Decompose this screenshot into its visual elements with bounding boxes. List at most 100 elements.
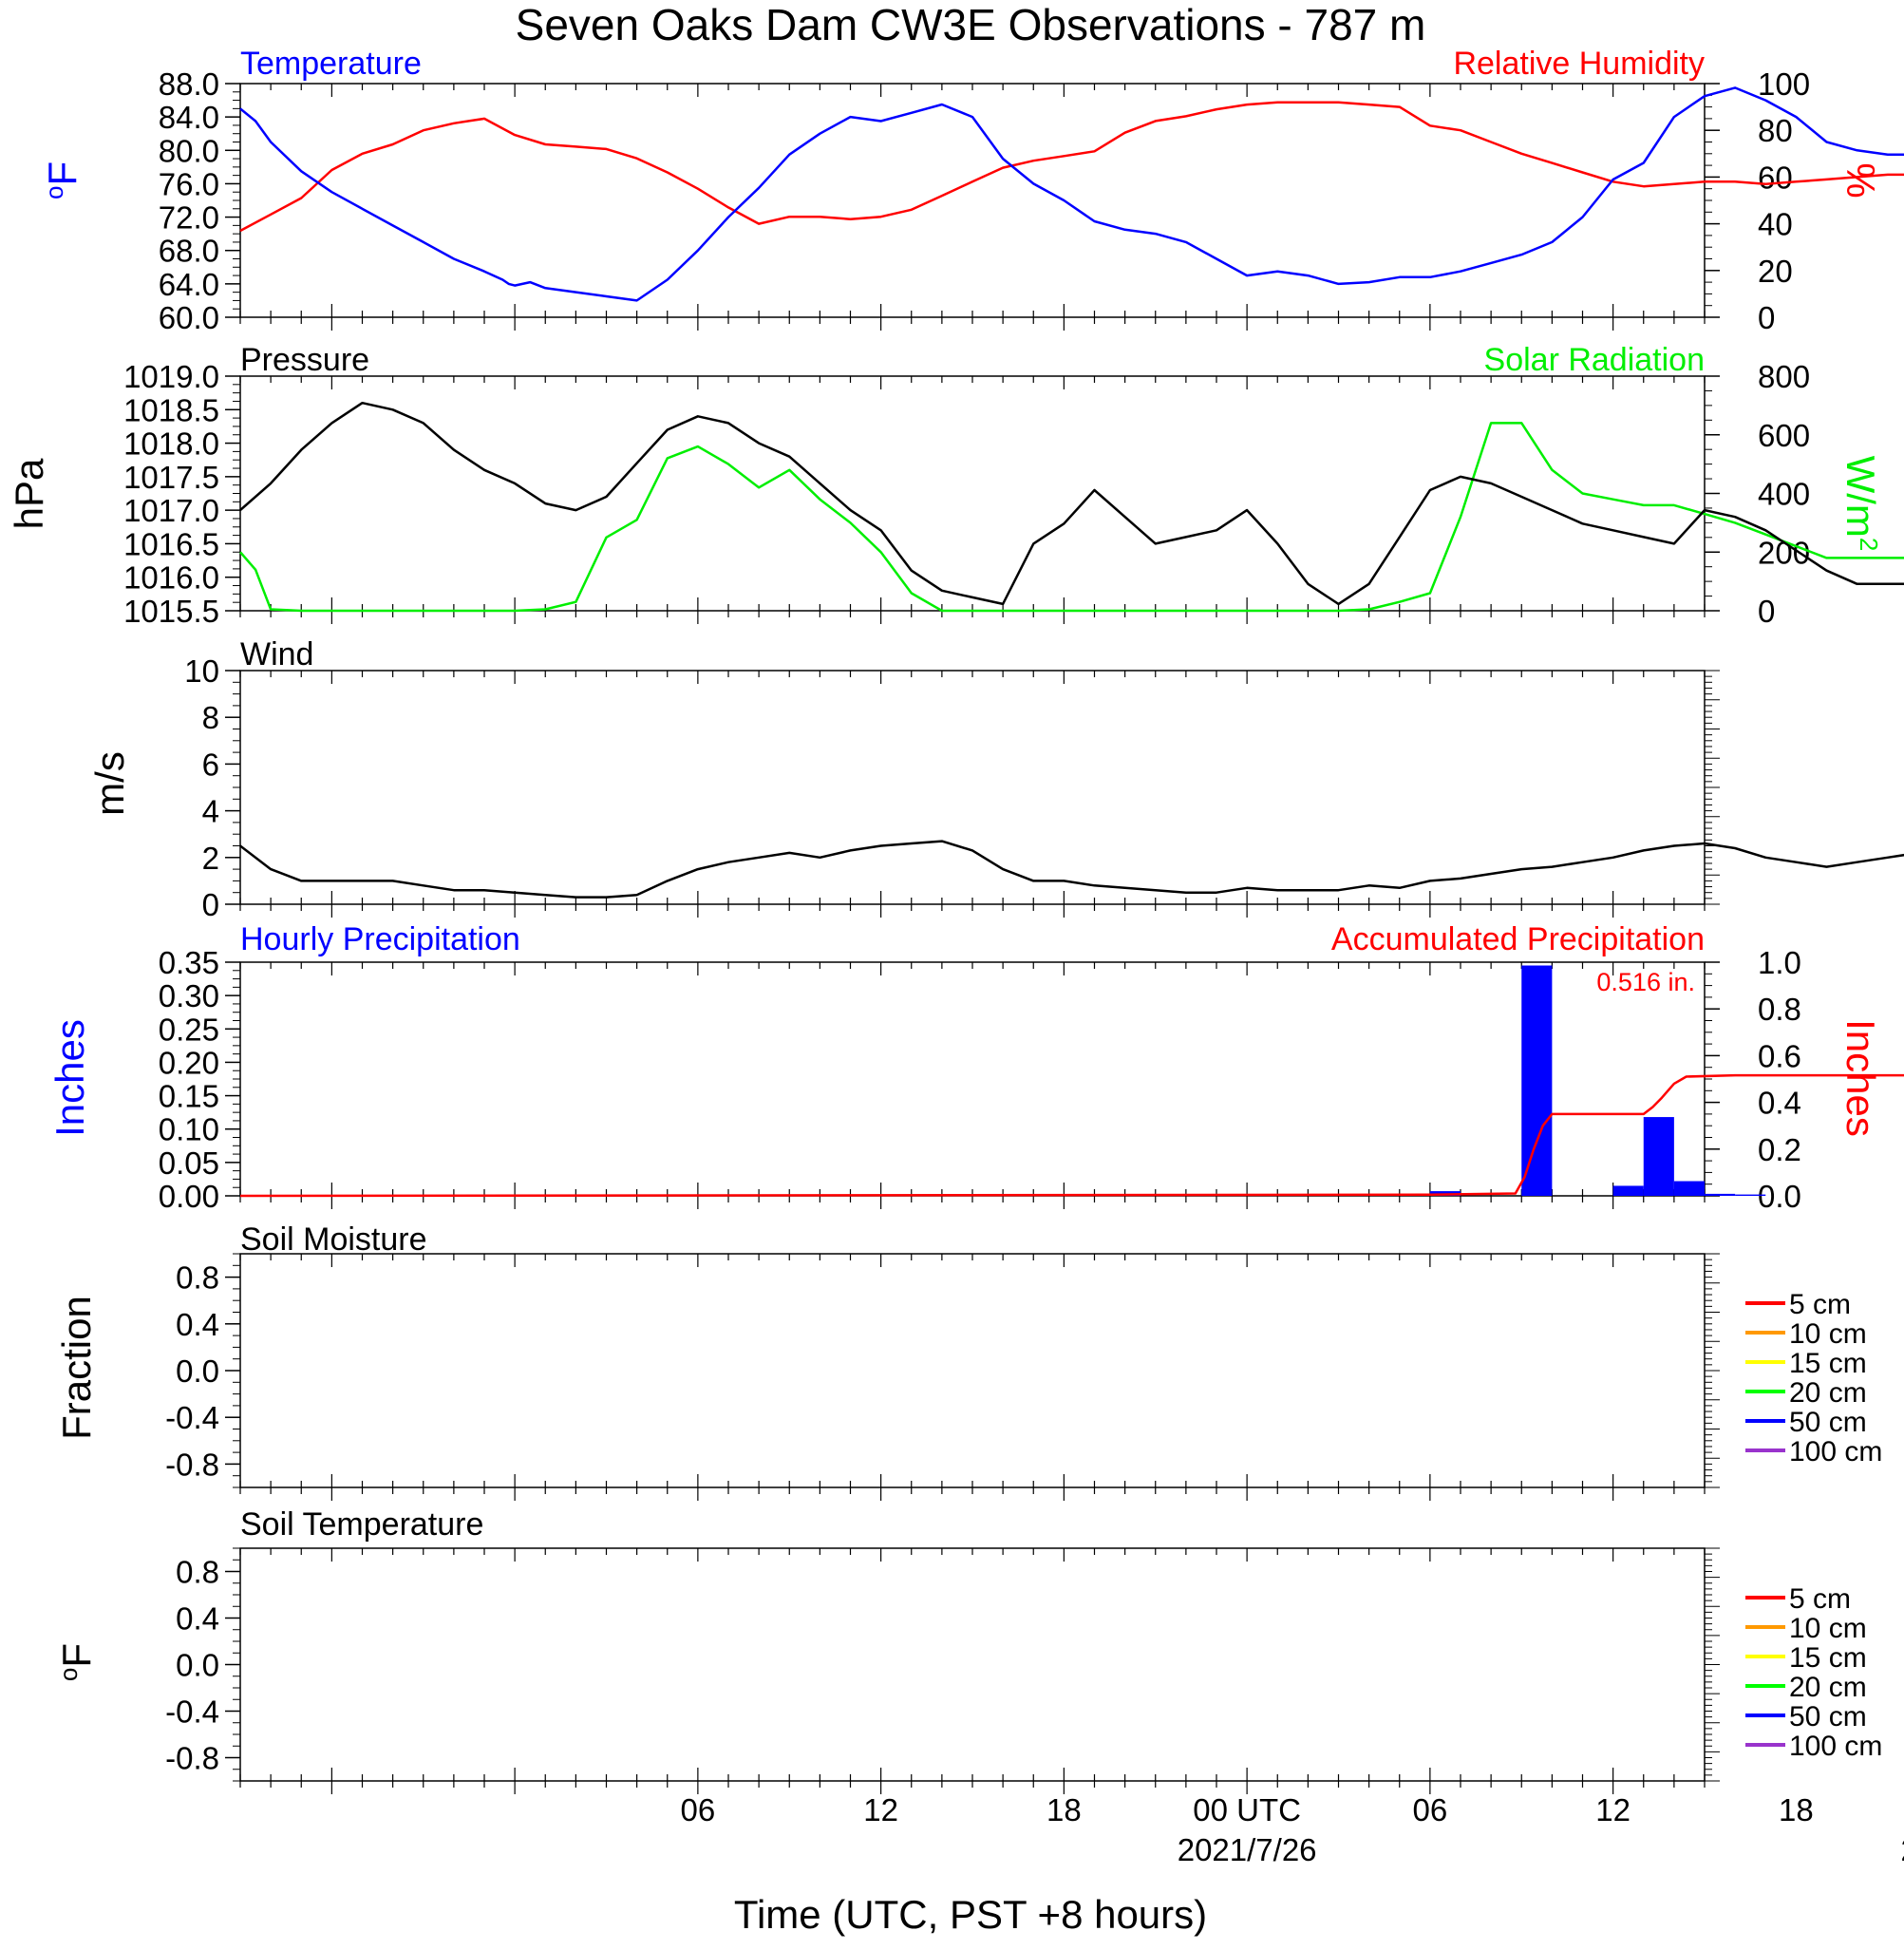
soil-moisture-y-tick-label: -0.8 — [165, 1447, 219, 1482]
temp-y-tick-label: 80.0 — [159, 133, 219, 168]
humidity-series-line — [239, 101, 1904, 233]
precip-y-tick-label: 0.20 — [159, 1045, 219, 1080]
wind-panel-frame — [239, 670, 1706, 905]
pressure-title: Pressure — [240, 342, 369, 378]
hourly-precip-title: Hourly Precipitation — [240, 921, 520, 957]
soil-moisture-y-tick-label: 0.0 — [176, 1354, 219, 1389]
soil-temp-y-tick-label: -0.8 — [165, 1741, 219, 1776]
accum-precip-y2-tick-label: 0.0 — [1758, 1179, 1801, 1214]
soil-moisture-legend-label: 50 cm — [1789, 1407, 1867, 1438]
pressure-unit-label: hPa — [7, 458, 51, 529]
wind-y-tick-label: 4 — [202, 794, 219, 829]
wind-y-tick-label: 10 — [184, 653, 219, 689]
x-tick-label: 06 — [681, 1792, 716, 1827]
solar-title: Solar Radiation — [1484, 342, 1705, 378]
pressure-y-tick-label: 1018.0 — [123, 426, 219, 462]
plot-layer: 88.084.080.076.072.068.064.060.010080604… — [123, 66, 1904, 1867]
humidity-y2-tick-label: 0 — [1758, 300, 1775, 335]
precip-y-tick-label: 0.25 — [159, 1012, 219, 1047]
pressure-y-tick-label: 1018.5 — [123, 392, 219, 427]
soil-temp-y-tick-label: 0.8 — [176, 1555, 219, 1590]
humidity-y2-tick-label: 20 — [1758, 254, 1793, 289]
x-tick-label: 12 — [863, 1792, 898, 1827]
soil-moisture-legend-label: 15 cm — [1789, 1348, 1867, 1379]
pressure-y-tick-label: 1016.0 — [123, 560, 219, 596]
precip-y-tick-label: 0.30 — [159, 978, 219, 1013]
accum-precip-title: Accumulated Precipitation — [1331, 921, 1705, 957]
soil-temp-legend-label: 15 cm — [1789, 1642, 1867, 1674]
precip-y-tick-label: 0.15 — [159, 1079, 219, 1114]
precip-bar — [1735, 1194, 1766, 1196]
x-tick-label: 00 UTC — [1193, 1792, 1301, 1827]
accum-precip-y2-tick-label: 1.0 — [1758, 945, 1801, 980]
temp-y-tick-label: 68.0 — [159, 234, 219, 269]
soil-moisture-legend-label: 5 cm — [1789, 1289, 1851, 1320]
soil-temp-y-tick-label: -0.4 — [165, 1694, 219, 1730]
soil-moisture-unit-label: Fraction — [54, 1296, 99, 1440]
soil-moisture-panel-frame — [239, 1253, 1706, 1488]
precip-bar — [1673, 1181, 1705, 1196]
precip-bar — [1705, 1193, 1736, 1196]
x-tick-label: 18 — [1046, 1792, 1082, 1827]
wind-panel: Wind m/s — [87, 636, 313, 816]
pressure-y-tick-label: 1016.5 — [123, 526, 219, 561]
soil-moisture-y-tick-label: 0.4 — [176, 1307, 219, 1342]
humidity-y2-tick-label: 40 — [1758, 207, 1793, 242]
soil-moisture-y-tick-label: 0.8 — [176, 1260, 219, 1296]
hourly-precip-unit-label: Inches — [47, 1019, 92, 1137]
humidity-y2-tick-label: 60 — [1758, 160, 1793, 195]
precip-bar — [1643, 1117, 1674, 1196]
soil-temp-legend-label: 20 cm — [1789, 1672, 1867, 1703]
temperature-title: Temperature — [240, 46, 422, 82]
pressure-y-tick-label: 1015.5 — [123, 594, 219, 629]
accum-precip-y2-tick-label: 0.8 — [1758, 992, 1801, 1027]
wind-series-line — [239, 840, 1904, 899]
accum-precip-unit-label: Inches — [1838, 1019, 1883, 1137]
solar-y2-tick-label: 800 — [1758, 359, 1810, 394]
soil-temp-legend-label: 5 cm — [1789, 1583, 1851, 1615]
humidity-title: Relative Humidity — [1453, 46, 1705, 82]
accum-precip-series-line — [239, 1073, 1904, 1198]
precip-y-tick-label: 0.05 — [159, 1145, 219, 1181]
pressure-series-line — [239, 401, 1904, 606]
precip-bar — [1612, 1185, 1644, 1196]
accum-precip-y2-tick-label: 0.4 — [1758, 1086, 1801, 1121]
soil-temperature-title: Soil Temperature — [240, 1506, 483, 1543]
solar-y2-tick-label: 0 — [1758, 594, 1775, 629]
precip-bar — [1521, 965, 1553, 1196]
soil-moisture-y-tick-label: -0.4 — [165, 1400, 219, 1435]
humidity-unit-label: % — [1838, 162, 1883, 198]
x-tick-label: 06 — [1413, 1792, 1448, 1827]
soil-moisture-legend-label: 20 cm — [1789, 1377, 1867, 1409]
soil-temp-panel-frame — [239, 1547, 1706, 1782]
solar-y2-tick-label: 600 — [1758, 418, 1810, 453]
precip-panel-frame — [239, 961, 1706, 1197]
temp-y-tick-label: 60.0 — [159, 300, 219, 335]
soil-temp-legend-label: 10 cm — [1789, 1613, 1867, 1644]
soil-temperature-panel: Soil Temperature oF — [54, 1506, 483, 1681]
temperature-series-line — [239, 86, 1904, 302]
temp-y-tick-label: 72.0 — [159, 200, 219, 236]
wind-title: Wind — [240, 636, 313, 672]
chart-title: Seven Oaks Dam CW3E Observations - 787 m — [516, 0, 1426, 49]
soil-temp-y-tick-label: 0.4 — [176, 1601, 219, 1637]
x-tick-label: 12 — [1595, 1792, 1631, 1827]
humidity-y2-tick-label: 100 — [1758, 66, 1810, 102]
pressure-y-tick-label: 1017.0 — [123, 493, 219, 528]
soil-temperature-unit-label: oF — [54, 1643, 99, 1681]
precip-y-tick-label: 0.00 — [159, 1179, 219, 1214]
temp-y-tick-label: 64.0 — [159, 267, 219, 302]
soil-moisture-legend-label: 100 cm — [1789, 1436, 1882, 1467]
wind-y-tick-label: 8 — [202, 700, 219, 735]
precip-y-tick-label: 0.10 — [159, 1112, 219, 1147]
temperature-panel: Temperature Relative Humidity oF % — [40, 46, 1883, 199]
soil-moisture-legend-label: 10 cm — [1789, 1318, 1867, 1350]
precipitation-panel: Hourly Precipitation Accumulated Precipi… — [47, 921, 1883, 1137]
temp-y-tick-label: 84.0 — [159, 100, 219, 135]
soil-moisture-panel: Soil Moisture Fraction — [54, 1221, 427, 1440]
x-tick-label: 18 — [1779, 1792, 1814, 1827]
x-axis-title: Time (UTC, PST +8 hours) — [734, 1892, 1207, 1937]
wind-y-tick-label: 6 — [202, 747, 219, 782]
precip-y-tick-label: 0.35 — [159, 945, 219, 980]
